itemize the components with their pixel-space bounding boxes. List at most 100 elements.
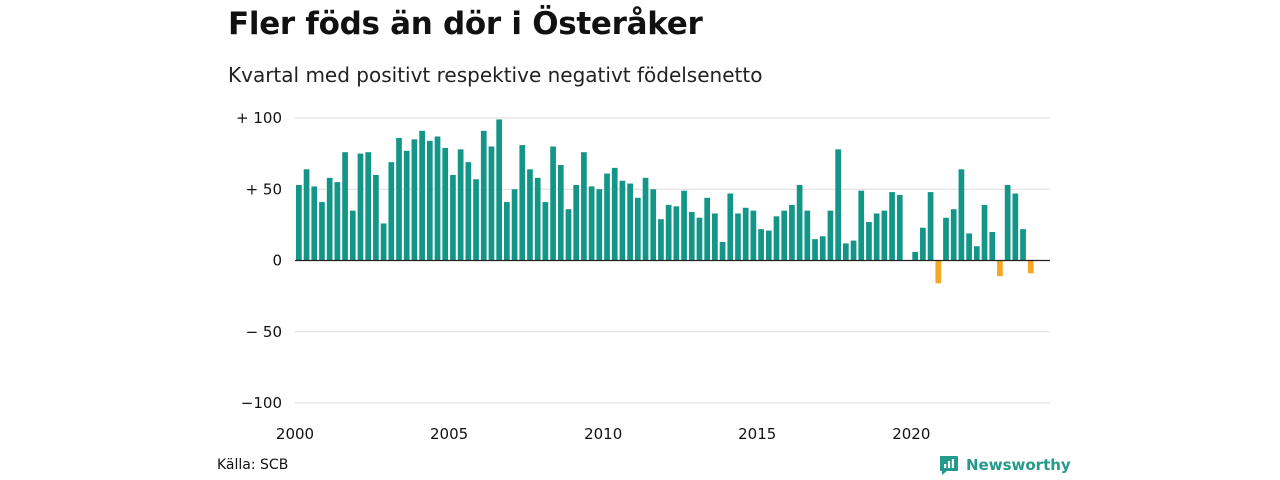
bar-2002-q3 xyxy=(373,175,379,261)
bar-2020-q1 xyxy=(912,251,919,261)
bar-2022-q3 xyxy=(989,232,996,261)
bar-2003-q3 xyxy=(403,150,410,261)
chart-subtitle: Kvartal med positivt respektive negativt… xyxy=(228,63,763,87)
bar-2019-q3 xyxy=(896,194,903,261)
y-tick-label: 0 xyxy=(272,252,282,270)
bar-2001-q4 xyxy=(349,210,356,261)
bar-2019-q1 xyxy=(881,210,888,261)
bar-2020-q2 xyxy=(920,227,926,261)
bar-2012-q4 xyxy=(688,212,695,261)
bar-2011-q2 xyxy=(642,177,649,261)
bar-2003-q4 xyxy=(411,139,418,261)
bar-2018-q4 xyxy=(873,213,880,261)
bar-2013-q3 xyxy=(712,213,718,261)
x-tick-label: 2020 xyxy=(892,425,930,443)
bar-2015-q1 xyxy=(758,229,764,261)
bar-2011-q4 xyxy=(658,219,664,261)
bar-2014-q4 xyxy=(750,210,757,261)
bar-2014-q3 xyxy=(742,207,749,261)
bar-2011-q3 xyxy=(650,189,657,261)
bar-2000-q2 xyxy=(303,169,310,261)
y-tick-label: + 100 xyxy=(236,109,282,127)
bar-2017-q2 xyxy=(827,210,834,261)
y-tick-label: −100 xyxy=(241,394,282,412)
bar-2019-q2 xyxy=(889,192,895,261)
y-tick-label: − 50 xyxy=(246,323,282,341)
bar-2009-q4 xyxy=(596,189,603,261)
bar-2001-q3 xyxy=(342,152,348,261)
bar-2001-q1 xyxy=(326,177,333,261)
bar-2006-q4 xyxy=(504,202,510,261)
bar-2005-q4 xyxy=(473,179,479,261)
bar-2009-q2 xyxy=(581,152,587,261)
bar-2010-q4 xyxy=(627,183,633,261)
bar-2015-q3 xyxy=(773,216,780,261)
bar-2021-q1 xyxy=(943,217,949,261)
bar-2012-q3 xyxy=(681,190,687,261)
x-axis-labels: 2000 2005 2010 2015 2020 xyxy=(276,425,931,443)
bar-2020-q4 xyxy=(935,260,942,284)
bar-2000-q1 xyxy=(296,184,302,261)
x-tick-label: 2005 xyxy=(430,425,468,443)
bar-2003-q2 xyxy=(396,137,402,261)
bar-2008-q4 xyxy=(565,209,572,261)
bar-2009-q3 xyxy=(588,186,595,261)
bar-2004-q3 xyxy=(434,136,441,261)
bar-2016-q2 xyxy=(796,184,803,261)
bar-2004-q4 xyxy=(442,147,449,261)
bar-2007-q3 xyxy=(527,169,533,261)
bar-2005-q3 xyxy=(465,162,472,261)
bar-2017-q1 xyxy=(819,236,826,261)
bar-2013-q1 xyxy=(696,217,703,261)
bar-2016-q3 xyxy=(804,210,811,261)
bar-2022-q2 xyxy=(981,204,988,261)
bar-2010-q3 xyxy=(619,180,626,261)
bar-2018-q3 xyxy=(866,222,872,261)
x-tick-label: 2000 xyxy=(276,425,314,443)
brand-name: Newsworthy xyxy=(966,456,1071,474)
bar-2004-q2 xyxy=(426,140,433,261)
bar-2023-q3 xyxy=(1020,229,1026,261)
bar-2001-q2 xyxy=(334,182,341,261)
bar-2002-q1 xyxy=(357,153,364,261)
bar-2012-q2 xyxy=(673,206,680,261)
brand-logo: Newsworthy xyxy=(938,454,1071,476)
bar-2023-q1 xyxy=(1004,184,1011,261)
bar-2013-q4 xyxy=(719,241,726,261)
bar-2000-q3 xyxy=(311,186,318,261)
bar-2006-q2 xyxy=(488,146,495,261)
bar-2018-q1 xyxy=(850,240,857,261)
bar-2016-q4 xyxy=(812,239,818,261)
bar-2007-q2 xyxy=(519,145,526,261)
y-tick-label: + 50 xyxy=(246,180,282,198)
bar-2005-q1 xyxy=(450,175,456,261)
bar-2014-q1 xyxy=(727,193,734,261)
bar-2021-q2 xyxy=(950,209,957,261)
chart-title: Fler föds än dör i Österåker xyxy=(228,6,703,42)
bar-2022-q1 xyxy=(973,246,980,261)
y-axis-labels: + 100 + 50 0 − 50 −100 xyxy=(236,109,282,412)
bar-2016-q1 xyxy=(789,204,795,261)
bar-2013-q2 xyxy=(704,197,711,261)
bar-2014-q2 xyxy=(735,213,741,261)
bar-2022-q4 xyxy=(997,260,1003,277)
bar-2017-q3 xyxy=(835,149,841,261)
x-tick-label: 2015 xyxy=(738,425,776,443)
bar-2004-q1 xyxy=(419,130,425,261)
gridlines xyxy=(295,117,1050,404)
x-tick-label: 2010 xyxy=(584,425,622,443)
bar-2017-q4 xyxy=(842,243,849,261)
bar-2005-q2 xyxy=(457,149,464,261)
newsworthy-logo-icon xyxy=(940,456,958,475)
bar-2021-q4 xyxy=(966,233,972,261)
bar-2002-q2 xyxy=(365,152,372,261)
bar-2008-q2 xyxy=(550,146,556,261)
bar-2006-q3 xyxy=(496,119,503,261)
bar-2012-q1 xyxy=(665,204,672,261)
bar-2018-q2 xyxy=(858,190,865,261)
bar-2006-q1 xyxy=(480,130,487,261)
bar-2011-q1 xyxy=(634,197,641,261)
bar-2010-q1 xyxy=(604,173,610,261)
bar-2000-q4 xyxy=(319,202,325,261)
